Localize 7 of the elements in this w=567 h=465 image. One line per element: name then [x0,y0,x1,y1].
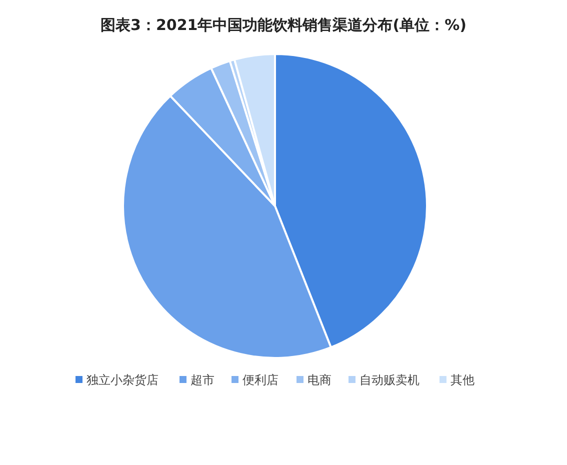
chart-title: 图表3：2021年中国功能饮料销售渠道分布(单位：%) [100,16,466,34]
legend-label: 自动贩卖机 [360,373,420,387]
legend-label: 其他 [450,373,474,387]
legend-label: 超市 [190,373,214,387]
legend-label: 便利店 [242,373,278,387]
legend-label: 电商 [308,373,332,387]
legend-label: 独立小杂货店 [86,373,158,387]
